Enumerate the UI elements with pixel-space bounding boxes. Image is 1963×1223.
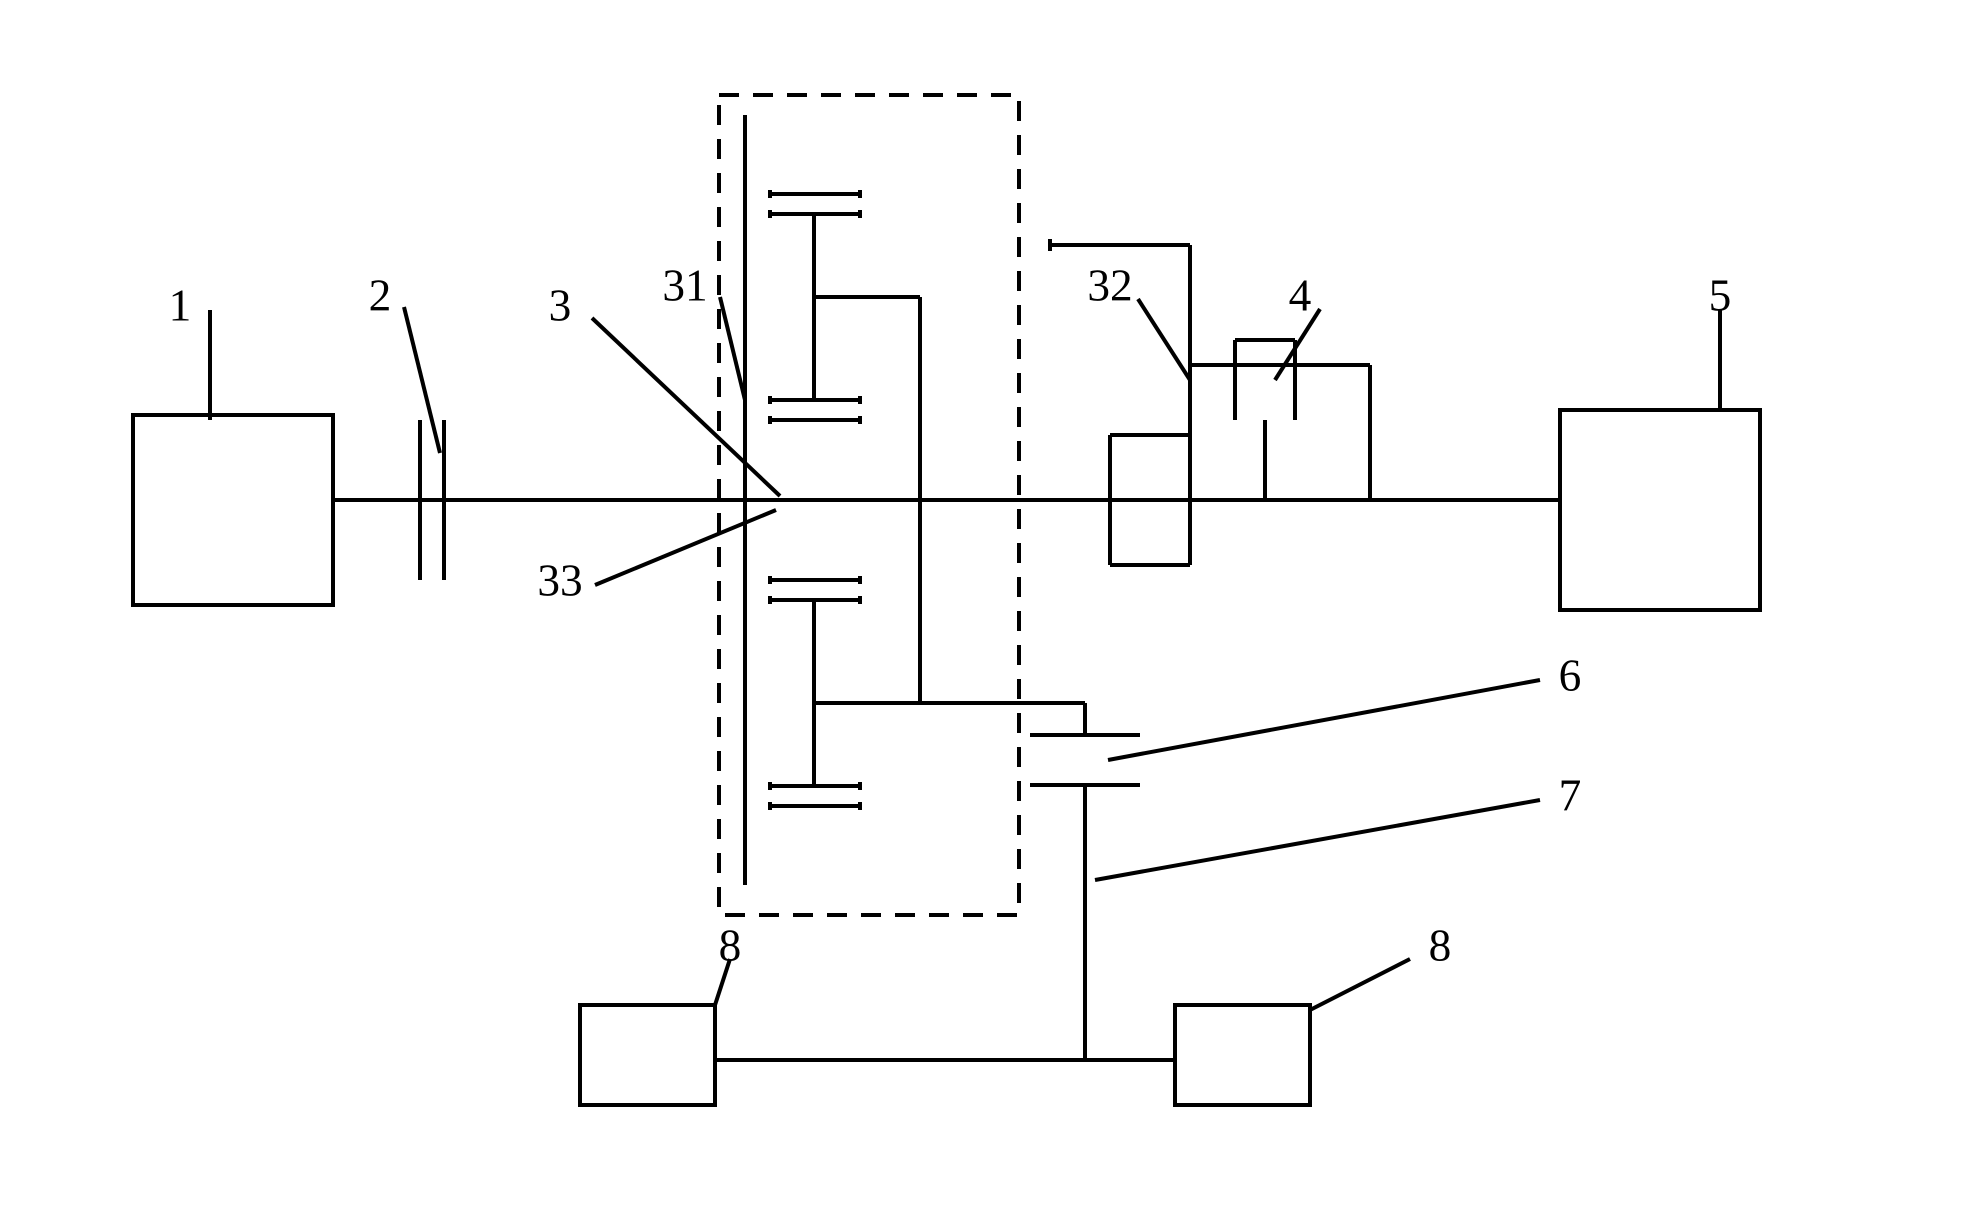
box-1 [133, 415, 333, 605]
label-l32: 32 [1087, 260, 1132, 310]
leader-L6 [1108, 680, 1540, 760]
box-8-right [1175, 1005, 1310, 1105]
label-l5: 5 [1709, 270, 1732, 320]
box-5 [1560, 410, 1760, 610]
label-l2: 2 [369, 270, 392, 320]
leader-L8b [1310, 959, 1410, 1010]
leader-L7 [1095, 800, 1540, 880]
leader-L3 [592, 318, 780, 496]
label-l8a: 8 [719, 920, 742, 970]
label-l7: 7 [1559, 770, 1582, 820]
box-8-left [580, 1005, 715, 1105]
label-l8b: 8 [1429, 920, 1452, 970]
label-l31: 31 [662, 260, 707, 310]
label-l4: 4 [1289, 270, 1312, 320]
leader-L32 [1138, 299, 1190, 380]
planetary-set-boundary [719, 95, 1019, 915]
leader-L31 [720, 297, 745, 400]
label-l3: 3 [549, 280, 572, 330]
label-l6: 6 [1559, 650, 1582, 700]
label-l33: 33 [537, 555, 582, 605]
leader-L33 [595, 510, 776, 585]
label-l1: 1 [169, 280, 192, 330]
